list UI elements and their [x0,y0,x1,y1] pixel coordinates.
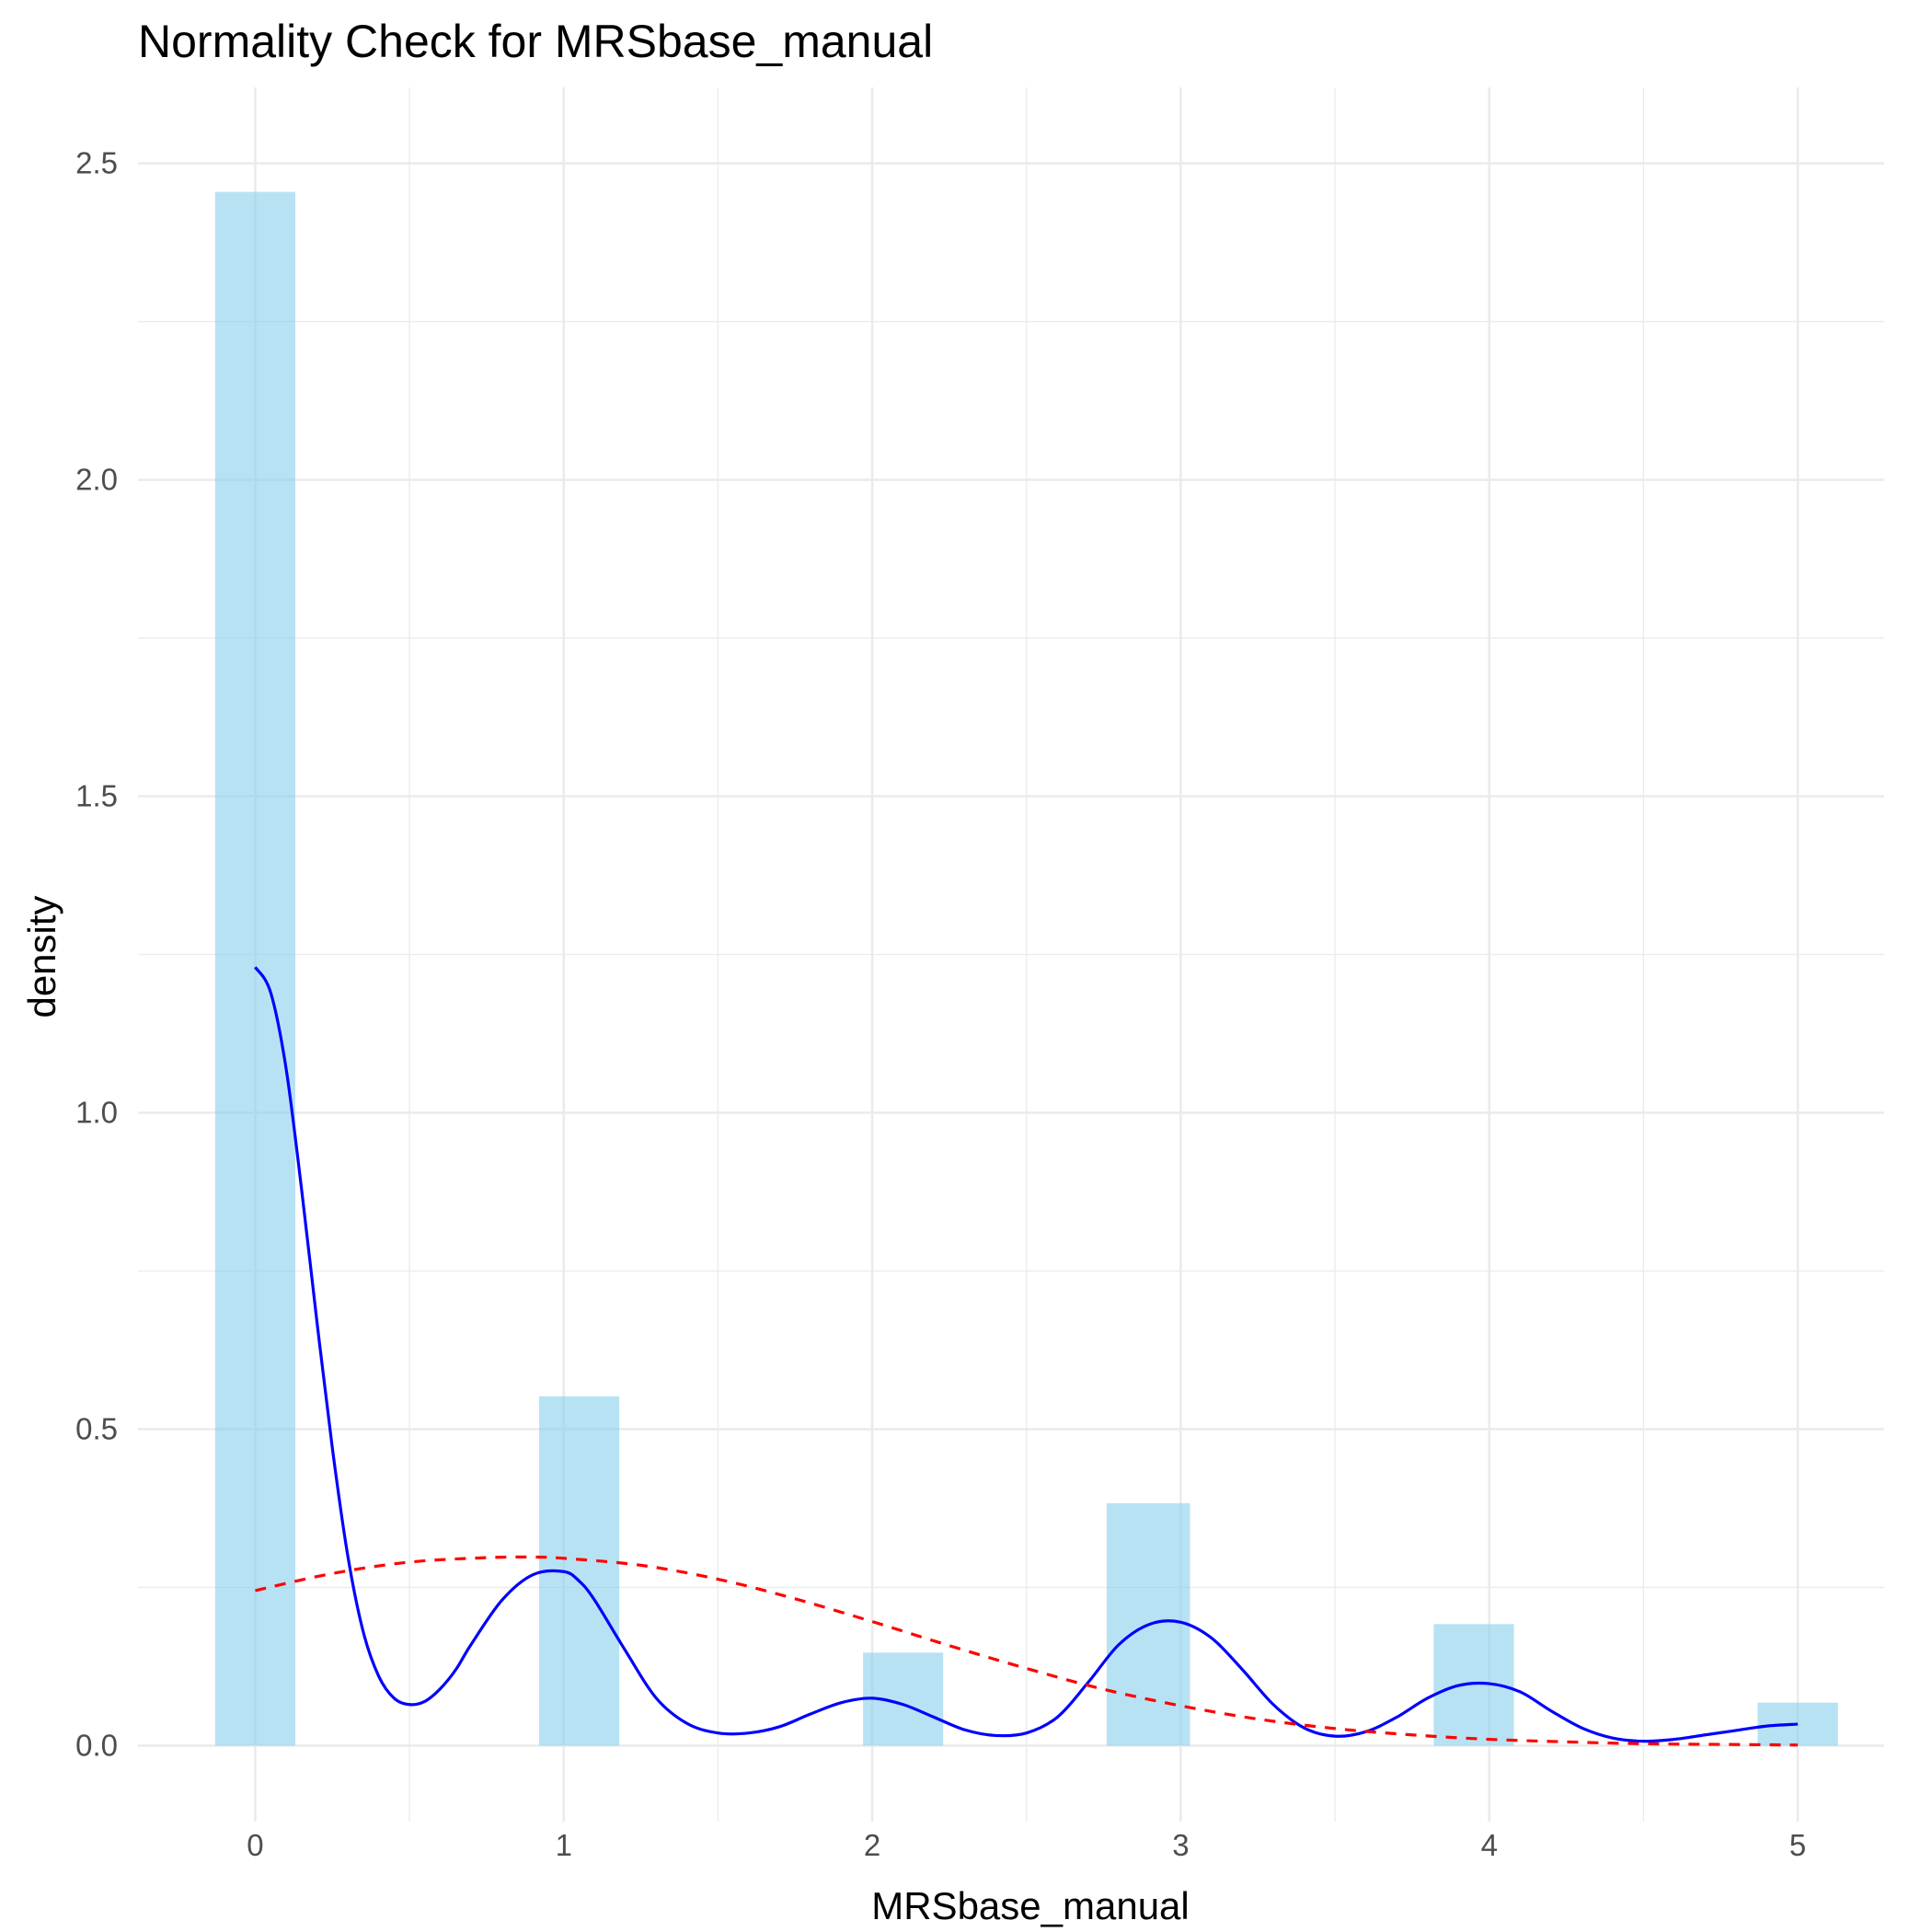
tick-labels: 0.0 0.5 1.0 1.5 2.0 2.5 0 1 2 3 4 5 [75,146,1806,1862]
y-axis-title: density [20,895,63,1018]
kernel-density-line [254,966,1799,1743]
x-tick-label: 1 [556,1828,572,1862]
x-tick-label: 2 [864,1828,880,1862]
y-tick-label: 0.0 [75,1728,118,1762]
y-tick-label: 2.5 [75,146,118,180]
x-tick-label: 0 [247,1828,263,1862]
y-tick-label: 2.0 [75,463,118,497]
y-tick-label: 0.5 [75,1411,118,1445]
x-tick-label: 5 [1789,1828,1806,1862]
y-tick-label: 1.5 [75,779,118,813]
y-tick-label: 1.0 [75,1095,118,1129]
normal-curve-line [255,1555,1799,1747]
density-curves [254,966,1799,1747]
x-tick-label: 4 [1481,1828,1498,1862]
x-axis-title: MRSbase_manual [871,1884,1190,1927]
chart-title: Normality Check for MRSbase_manual [138,16,933,67]
x-tick-label: 3 [1172,1828,1189,1862]
